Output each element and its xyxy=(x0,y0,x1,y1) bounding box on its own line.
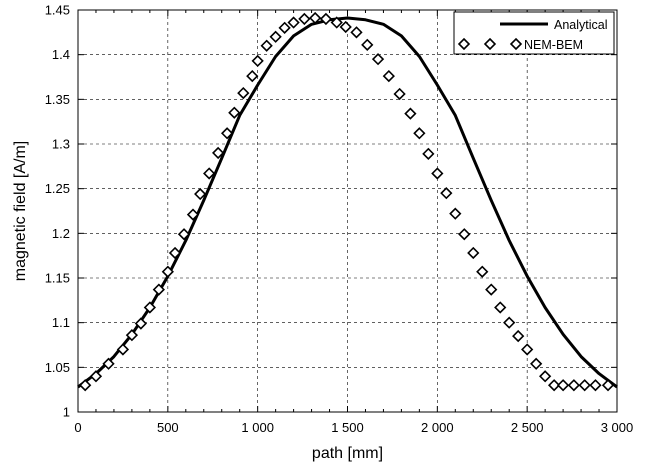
y-tick-label: 1.35 xyxy=(45,92,70,107)
data-point-nem-bem xyxy=(521,343,534,356)
x-tick-label: 1 000 xyxy=(241,420,274,435)
y-tick-label: 1.25 xyxy=(45,181,70,196)
data-point-nem-bem xyxy=(102,357,115,370)
data-point-nem-bem xyxy=(269,30,282,43)
data-point-nem-bem xyxy=(449,207,462,220)
data-point-nem-bem xyxy=(161,265,174,278)
data-point-nem-bem xyxy=(601,379,615,392)
data-point-nem-bem xyxy=(89,370,103,383)
data-point-nem-bem xyxy=(556,379,570,392)
data-point-nem-bem xyxy=(319,12,333,26)
data-point-nem-bem xyxy=(530,357,543,370)
data-point-nem-bem xyxy=(246,69,259,83)
data-point-nem-bem xyxy=(578,379,591,392)
data-point-nem-bem xyxy=(361,38,374,51)
y-tick-label: 1.3 xyxy=(52,137,70,152)
data-point-nem-bem xyxy=(547,379,561,392)
data-point-nem-bem xyxy=(194,187,207,201)
y-tick-label: 1.45 xyxy=(45,3,70,18)
y-axis-title: magnetic field [A/m] xyxy=(12,141,29,282)
data-point-nem-bem xyxy=(287,16,300,29)
legend-label-analytical: Analytical xyxy=(554,18,608,32)
data-point-nem-bem xyxy=(260,39,273,52)
legend-marker-diamond xyxy=(483,37,497,51)
data-point-nem-bem xyxy=(440,187,453,200)
data-point-nem-bem xyxy=(203,167,216,180)
data-point-nem-bem xyxy=(134,317,148,330)
data-point-nem-bem xyxy=(393,87,406,101)
data-point-nem-bem xyxy=(494,301,507,314)
data-point-nem-bem xyxy=(339,20,352,34)
data-point-nem-bem xyxy=(251,54,264,68)
data-point-nem-bem xyxy=(371,53,385,66)
data-point-nem-bem xyxy=(309,11,322,25)
legend-label-nem-bem: NEM-BEM xyxy=(524,38,583,52)
data-point-nem-bem xyxy=(350,26,363,39)
data-point-nem-bem xyxy=(79,379,92,392)
data-point-nem-bem xyxy=(116,343,130,356)
data-point-nem-bem xyxy=(567,379,581,392)
data-point-nem-bem xyxy=(177,228,191,241)
x-tick-label: 2 500 xyxy=(511,420,544,435)
data-point-nem-bem xyxy=(485,283,498,296)
data-point-nem-bem xyxy=(298,12,311,26)
data-point-nem-bem xyxy=(220,127,234,140)
y-tick-label: 1.1 xyxy=(52,315,70,330)
data-point-nem-bem xyxy=(382,69,395,83)
data-point-nem-bem xyxy=(278,21,291,34)
legend: Analytical NEM-BEM xyxy=(453,11,615,55)
data-point-nem-bem xyxy=(237,86,250,100)
data-point-nem-bem xyxy=(330,16,343,29)
y-tick-label: 1.4 xyxy=(52,47,70,62)
x-tick-label: 500 xyxy=(157,420,179,435)
data-point-nem-bem xyxy=(413,127,426,140)
x-tick-label: 0 xyxy=(74,420,81,435)
data-point-nem-bem xyxy=(422,147,435,160)
data-point-nem-bem xyxy=(431,167,444,180)
y-tick-label: 1.15 xyxy=(45,271,70,286)
data-point-nem-bem xyxy=(186,208,200,221)
data-point-nem-bem xyxy=(404,107,417,120)
grid xyxy=(78,10,617,412)
data-point-nem-bem xyxy=(212,146,225,160)
x-tick-label: 3 000 xyxy=(601,420,634,435)
data-point-nem-bem xyxy=(458,228,471,241)
data-point-nem-bem xyxy=(589,379,602,392)
y-tick-label: 1.2 xyxy=(52,226,70,241)
axis-ticks: 0 500 1 000 1 500 2 000 2 500 3 000 1 1.05 1.1 1.1… xyxy=(45,3,634,436)
legend-marker-diamond xyxy=(457,37,471,51)
x-tick-label: 1 500 xyxy=(331,420,364,435)
data-point-nem-bem xyxy=(512,329,525,343)
legend-box xyxy=(453,11,615,55)
data-point-nem-bem xyxy=(168,246,182,260)
data-point-nem-bem xyxy=(476,265,489,278)
y-tick-label: 1.05 xyxy=(45,360,70,375)
data-point-nem-bem xyxy=(467,246,480,260)
data-point-nem-bem xyxy=(143,301,156,314)
legend-marker-diamond xyxy=(509,37,523,51)
data-point-nem-bem xyxy=(152,283,165,296)
x-tick-label: 2 000 xyxy=(421,420,454,435)
data-point-nem-bem xyxy=(125,329,139,342)
y-tick-label: 1 xyxy=(63,405,70,420)
x-axis-title: path [mm] xyxy=(312,445,383,462)
legend-nem-bem-markers xyxy=(457,37,523,51)
data-point-nem-bem xyxy=(539,370,552,383)
plot-series xyxy=(77,11,618,392)
data-point-nem-bem xyxy=(503,316,516,329)
data-point-nem-bem xyxy=(228,106,241,119)
